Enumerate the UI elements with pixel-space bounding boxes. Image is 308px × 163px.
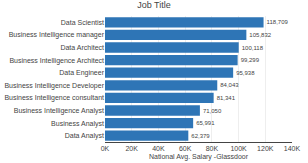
svg-text:120K: 120K — [257, 145, 274, 152]
svg-text:Business Intelligence manager: Business Intelligence manager — [9, 31, 105, 39]
svg-text:105,832: 105,832 — [249, 32, 271, 38]
svg-text:0K: 0K — [101, 145, 110, 152]
svg-text:Data Analyst: Data Analyst — [65, 132, 104, 140]
svg-text:Business Intelligence Develope: Business Intelligence Developer — [4, 82, 104, 90]
svg-text:99,299: 99,299 — [241, 57, 260, 63]
svg-text:National Avg. Salary -Glassdoo: National Avg. Salary -Glassdoor — [149, 153, 249, 161]
svg-text:Business Analyst: Business Analyst — [51, 120, 104, 128]
svg-text:100K: 100K — [230, 145, 247, 152]
svg-text:20K: 20K — [125, 145, 138, 152]
svg-text:95,938: 95,938 — [236, 70, 255, 76]
svg-text:Business Intelligence consulta: Business Intelligence consultant — [4, 94, 104, 102]
svg-text:118,709: 118,709 — [267, 19, 289, 25]
svg-text:100,118: 100,118 — [242, 45, 264, 51]
svg-text:84,043: 84,043 — [220, 82, 239, 88]
svg-text:Business Intelligence Analyst: Business Intelligence Analyst — [14, 107, 104, 115]
svg-text:Job Title: Job Title — [137, 0, 171, 10]
svg-text:Data Scientist: Data Scientist — [61, 19, 104, 26]
svg-text:60K: 60K — [179, 145, 192, 152]
svg-text:80K: 80K — [206, 145, 219, 152]
svg-text:62,379: 62,379 — [191, 133, 210, 139]
svg-text:Business Intelligence Architec: Business Intelligence Architect — [9, 57, 104, 65]
svg-text:81,341: 81,341 — [217, 95, 236, 101]
svg-text:65,991: 65,991 — [196, 120, 215, 126]
svg-text:Data Engineer: Data Engineer — [59, 69, 104, 77]
svg-text:Data Architect: Data Architect — [60, 44, 104, 51]
svg-text:140K: 140K — [284, 145, 301, 152]
svg-text:71,050: 71,050 — [203, 108, 222, 114]
svg-text:40K: 40K — [152, 145, 165, 152]
